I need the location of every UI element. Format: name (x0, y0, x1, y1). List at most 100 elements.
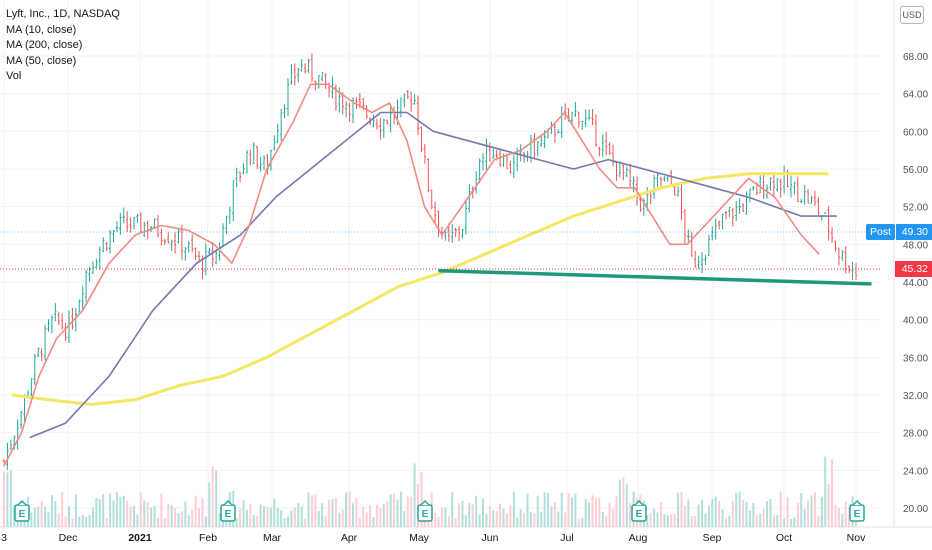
candle (81, 285, 84, 309)
volume-bar (54, 501, 57, 527)
candle (293, 63, 297, 86)
candle (581, 120, 584, 130)
volume-bar (440, 506, 443, 527)
candle (245, 150, 249, 174)
volume-bar (180, 511, 183, 527)
volume-bar (369, 505, 372, 527)
legend-ma10[interactable]: MA (10, close) (6, 23, 77, 36)
volume-bar (105, 518, 108, 527)
volume-bar (594, 497, 597, 527)
candle (796, 176, 800, 203)
candle (594, 114, 598, 148)
volume-bar (714, 496, 717, 527)
candle (724, 210, 728, 220)
volume-bar (615, 496, 618, 527)
y-tick-label: 24.00 (903, 466, 928, 477)
candle (830, 227, 834, 243)
y-tick-label: 44.00 (903, 278, 928, 289)
volume-bar (399, 491, 402, 527)
volume-bar (789, 518, 792, 527)
volume-bar (742, 499, 745, 527)
volume-bar (191, 509, 194, 527)
volume-bar (81, 514, 84, 527)
candle (772, 173, 776, 197)
candle (303, 63, 307, 74)
y-tick-label: 20.00 (903, 504, 928, 515)
candle (78, 299, 81, 313)
volume-bar (410, 496, 413, 527)
support-trendline[interactable] (438, 268, 872, 286)
volume-bar (355, 497, 358, 527)
candle (324, 72, 327, 89)
candle (717, 220, 721, 230)
volume-bar (115, 491, 118, 527)
candle (208, 247, 211, 255)
volume-bar (704, 513, 707, 527)
volume-bar (721, 509, 724, 527)
candle (632, 176, 635, 193)
candle (574, 101, 577, 117)
earnings-label: E (854, 509, 861, 520)
y-tick-label: 64.00 (903, 90, 928, 101)
earnings-marker[interactable]: E (631, 499, 647, 522)
candle (512, 152, 516, 179)
candle (129, 217, 132, 233)
volume-bar (588, 502, 591, 527)
volume-bar (666, 514, 669, 527)
volume-bar (591, 495, 594, 527)
earnings-marker[interactable]: E (220, 499, 236, 522)
candle (242, 163, 245, 175)
volume-bar (177, 513, 180, 527)
candle (748, 188, 752, 203)
candle (382, 118, 386, 138)
volume-bar (762, 508, 765, 527)
volume-bar (776, 514, 779, 527)
volume-bar (625, 483, 628, 527)
candle (553, 123, 557, 143)
earnings-marker[interactable]: E (849, 499, 865, 522)
volume-bar (769, 498, 772, 527)
volume-bar (283, 518, 286, 527)
volume-bar (256, 516, 259, 527)
currency-badge[interactable]: USD (900, 6, 924, 24)
volume-bar (844, 501, 847, 527)
y-axis[interactable]: 68.00 64.00 60.00 56.00 52.00 48.00 44.00 40.00… (893, 0, 928, 527)
candle (605, 132, 608, 156)
candle (683, 209, 687, 245)
candle (177, 227, 180, 244)
legend-vol[interactable]: Vol (6, 70, 22, 83)
volume-bar (389, 494, 392, 527)
candle (834, 240, 837, 252)
volume-bar (266, 506, 269, 527)
candle (584, 109, 587, 127)
candle (529, 135, 533, 163)
volume-bar (468, 503, 471, 527)
volume-bar (122, 495, 125, 527)
volume-bar (680, 491, 683, 527)
earnings-marker[interactable]: E (14, 499, 30, 522)
candle (317, 75, 320, 89)
volume-bar (314, 494, 317, 527)
candle (577, 111, 581, 128)
candle (687, 229, 690, 242)
volume-bar (800, 492, 803, 527)
chart-title[interactable]: Lyft, Inc., 1D, NASDAQ (6, 8, 120, 20)
volume-bar (259, 504, 262, 527)
legend-ma200[interactable]: MA (200, close) (6, 39, 83, 52)
support-line[interactable] (438, 268, 872, 286)
volume-bar (745, 501, 748, 527)
earnings-marker[interactable]: E (417, 499, 433, 522)
candle (102, 237, 105, 253)
candle (259, 156, 262, 172)
volume-bar (766, 501, 769, 527)
candle (47, 319, 50, 332)
legend-ma50[interactable]: MA (50, close) (6, 54, 77, 67)
x-axis[interactable]: 3 Dec 2021 Feb Mar Apr May Jun Jul Aug Sep Oct Nov (1, 532, 866, 544)
volume-bar (47, 512, 50, 527)
candle (221, 223, 225, 248)
y-tick-label: 60.00 (903, 127, 928, 138)
candle (454, 227, 457, 238)
volume-bar (464, 515, 467, 527)
